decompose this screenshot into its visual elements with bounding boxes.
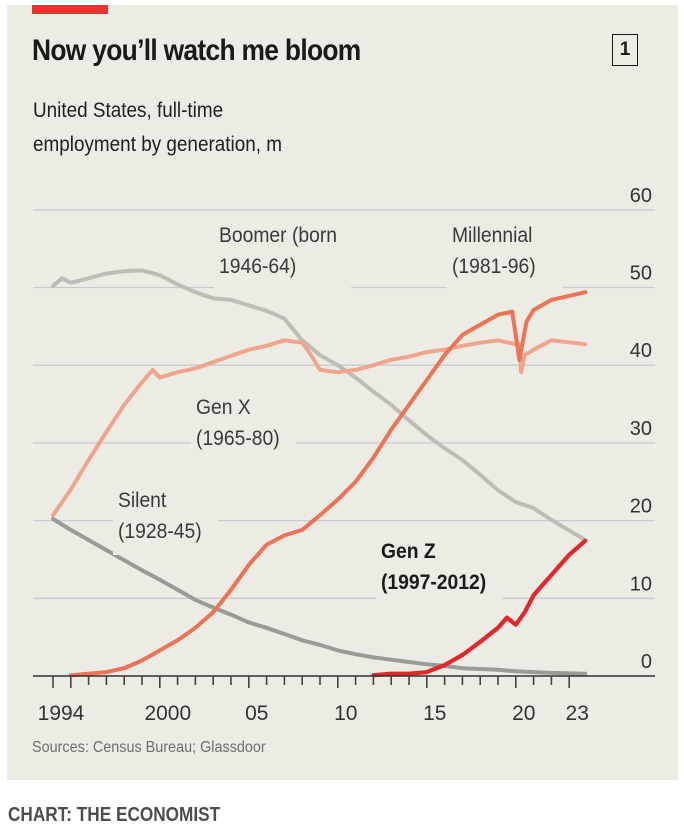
series-labels: Boomer (born 1946-64) Silent (1928-45) Gen X… xyxy=(113,222,563,606)
y-axis-labels: 0 10 20 30 40 50 60 xyxy=(630,185,652,673)
y-tick-label-0: 0 xyxy=(641,651,652,673)
x-tick-label-2000: 2000 xyxy=(144,702,191,725)
y-tick-label-20: 20 xyxy=(630,496,652,518)
chart-credit: CHART: THE ECONOMIST xyxy=(8,804,221,826)
economist-red-tag xyxy=(32,5,108,14)
series-label-millennial: Millennial (1981-96) xyxy=(447,222,563,290)
series-label-genx-line1: Gen X xyxy=(196,396,251,419)
series-line-boomer xyxy=(51,268,588,542)
series-label-bg-silent xyxy=(113,487,219,555)
series-label-genz-line1: Gen Z xyxy=(381,540,436,563)
x-axis: 1994 2000 05 10 15 20 23 xyxy=(33,675,655,725)
series-label-genx-line2: (1965-80) xyxy=(196,427,280,450)
series-label-silent-line2: (1928-45) xyxy=(118,520,202,543)
series-line-genz xyxy=(371,538,588,678)
chart-subtitle-line2: employment by generation, m xyxy=(33,133,282,156)
series-line-silent xyxy=(51,517,588,676)
y-tick-label-50: 50 xyxy=(630,263,652,285)
x-tick-label-15: 15 xyxy=(423,702,446,725)
x-tick-label-20: 20 xyxy=(512,702,535,725)
chart-subtitle-line1: United States, full-time xyxy=(33,99,224,122)
series-label-bg-genz xyxy=(376,538,503,606)
series-label-bg-genx xyxy=(191,394,297,462)
series-label-genx: Gen X (1965-80) xyxy=(191,394,297,462)
y-tick-label-40: 40 xyxy=(630,340,652,362)
series-label-millennial-line1: Millennial xyxy=(452,224,532,247)
source-note: Sources: Census Bureau; Glassdoor xyxy=(32,739,266,756)
chart-number-badge: 1 xyxy=(612,34,638,66)
series-label-silent: Silent (1928-45) xyxy=(113,487,219,555)
series-label-bg-boomer xyxy=(214,222,352,290)
series-label-bg-millennial xyxy=(447,222,563,290)
x-tick-label-1994: 1994 xyxy=(38,702,85,725)
y-tick-label-30: 30 xyxy=(630,418,652,440)
series-lines xyxy=(51,268,588,678)
series-label-boomer-line1: Boomer (born xyxy=(219,224,337,247)
series-label-genz-line2: (1997-2012) xyxy=(381,571,486,594)
series-line-millennial xyxy=(68,290,588,678)
x-tick-label-05: 05 xyxy=(245,702,268,725)
series-label-boomer-line2: 1946-64) xyxy=(219,255,296,278)
x-tick-label-23: 23 xyxy=(566,702,589,725)
series-label-silent-line1: Silent xyxy=(118,489,167,512)
series-label-millennial-line2: (1981-96) xyxy=(452,255,536,278)
y-tick-label-60: 60 xyxy=(630,185,652,207)
y-tick-label-10: 10 xyxy=(630,573,652,595)
x-tick-label-10: 10 xyxy=(334,702,357,725)
series-label-genz: Gen Z (1997-2012) xyxy=(376,538,503,606)
series-line-genx xyxy=(51,338,588,518)
chart-title: Now you’ll watch me bloom xyxy=(32,34,361,67)
series-label-boomer: Boomer (born 1946-64) xyxy=(214,222,352,290)
